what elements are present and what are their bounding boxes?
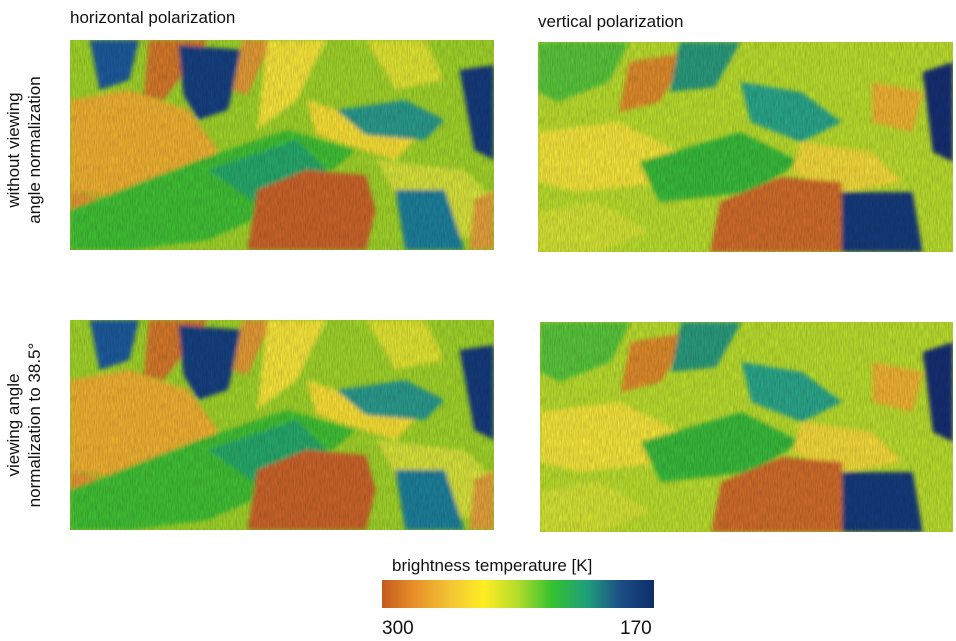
row-label-line: without viewing (4, 92, 23, 208)
map-vertical-with-normalization (540, 322, 953, 532)
colorbar (382, 580, 654, 608)
map-horizontal-with-normalization (70, 320, 494, 530)
map-horizontal-without-normalization (70, 40, 494, 250)
colorbar-max-label: 170 (620, 618, 652, 639)
colorbar-title: brightness temperature [K] (392, 556, 593, 575)
row-label-without-normalization: without viewing angle normalization (3, 55, 47, 245)
column-title-vertical: vertical polarization (538, 12, 684, 31)
row-label-line: viewing angle (4, 373, 23, 477)
row-label-line: normalization to 38.5° (25, 342, 44, 508)
row-label-with-normalization: viewing angle normalization to 38.5° (3, 320, 47, 530)
column-title-horizontal: horizontal polarization (70, 8, 236, 27)
colorbar-min-label: 300 (382, 618, 414, 639)
map-vertical-without-normalization (538, 42, 953, 252)
row-label-line: angle normalization (25, 76, 44, 224)
